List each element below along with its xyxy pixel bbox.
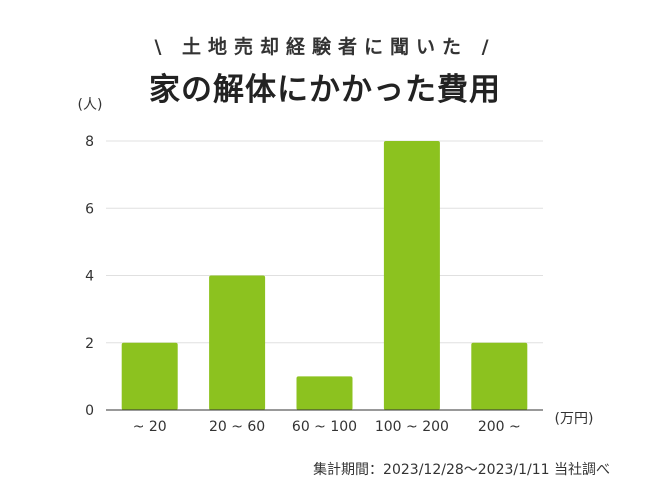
y-tick-label: 8 — [85, 134, 94, 150]
y-tick-label: 2 — [85, 336, 94, 352]
y-axis-label: (人) — [78, 97, 103, 113]
y-tick-label: 4 — [85, 269, 94, 285]
x-tick-label: 100 ~ 200 — [375, 419, 449, 435]
bar — [383, 141, 440, 410]
bar — [209, 275, 266, 410]
chart-title: 家の解体にかかった費用 — [149, 72, 501, 108]
chart-subtitle: \ 土地売却経験者に聞いた / — [154, 36, 496, 58]
bar — [121, 342, 178, 410]
x-tick-label: ~ 20 — [133, 419, 167, 435]
x-axis-label: (万円) — [555, 411, 594, 427]
y-tick-label: 0 — [85, 403, 94, 419]
x-tick-label: 200 ~ — [478, 419, 521, 435]
bar — [471, 342, 528, 410]
y-tick-label: 6 — [85, 201, 94, 217]
bar — [296, 376, 353, 410]
footnote: 集計期間：2023/12/28〜2023/1/11 当社調べ — [313, 462, 610, 478]
x-tick-label: 60 ~ 100 — [292, 419, 357, 435]
x-tick-label: 20 ~ 60 — [209, 419, 265, 435]
